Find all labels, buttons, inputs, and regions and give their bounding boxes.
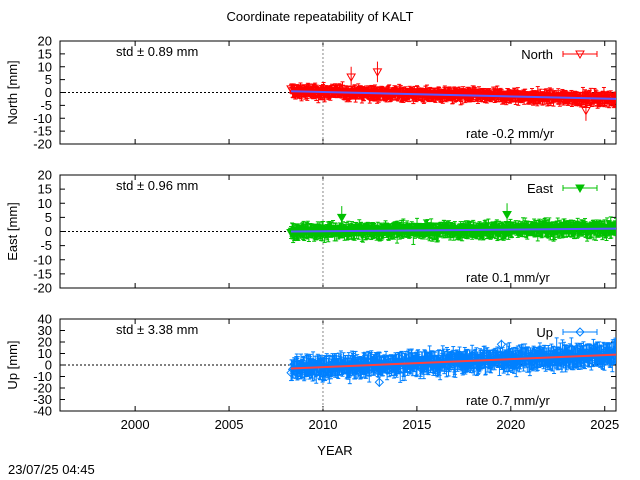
y-tick-label: 20 [38, 168, 52, 183]
outlier-point [502, 211, 512, 220]
y-tick-label: -40 [33, 404, 52, 419]
y-tick-label: 5 [45, 72, 52, 87]
y-tick-label: -20 [33, 281, 52, 296]
outlier-point [336, 213, 347, 223]
legend-marker [575, 184, 585, 194]
legend-label: East [527, 181, 553, 196]
rate-annotation: rate 0.1 mm/yr [466, 270, 550, 285]
y-axis-label: North [mm] [5, 60, 20, 124]
y-tick-label: -15 [33, 124, 52, 139]
rate-annotation: rate -0.2 mm/yr [466, 126, 555, 141]
y-tick-label: 10 [38, 346, 52, 361]
y-axis-label: Up [mm] [5, 340, 20, 389]
legend-label: North [521, 47, 553, 62]
y-tick-label: 20 [38, 335, 52, 350]
series-north [286, 61, 616, 121]
outlier-point [346, 73, 357, 83]
y-tick-label: 30 [38, 323, 52, 338]
series-up [286, 337, 616, 387]
y-tick-label: 10 [38, 196, 52, 211]
chart-title: Coordinate repeatability of KALT [227, 9, 414, 24]
y-tick-label: -10 [33, 369, 52, 384]
outlier-point [581, 107, 591, 116]
y-tick-label: -20 [33, 381, 52, 396]
y-tick-label: 15 [38, 182, 52, 197]
std-annotation: std ± 0.89 mm [116, 44, 198, 59]
y-axis-label: East [mm] [5, 202, 20, 261]
trend-line [291, 90, 616, 100]
trend-line [291, 227, 616, 233]
std-annotation: std ± 0.96 mm [116, 178, 198, 193]
y-tick-label: 15 [38, 46, 52, 61]
y-tick-label: 20 [38, 34, 52, 49]
y-tick-label: -5 [40, 98, 52, 113]
outlier-point [372, 68, 383, 77]
legend-marker [575, 50, 585, 60]
y-tick-label: -15 [33, 266, 52, 281]
y-tick-label: -20 [33, 137, 52, 152]
y-tick-label: -5 [40, 238, 52, 253]
y-tick-label: 10 [38, 59, 52, 74]
y-tick-label: -10 [33, 252, 52, 267]
y-tick-label: 0 [45, 224, 52, 239]
series-east [286, 203, 616, 245]
y-tick-label: -30 [33, 392, 52, 407]
y-tick-label: 0 [45, 358, 52, 373]
y-tick-label: 40 [38, 312, 52, 327]
y-tick-label: 0 [45, 85, 52, 100]
y-tick-label: 5 [45, 210, 52, 225]
y-tick-label: -10 [33, 111, 52, 126]
